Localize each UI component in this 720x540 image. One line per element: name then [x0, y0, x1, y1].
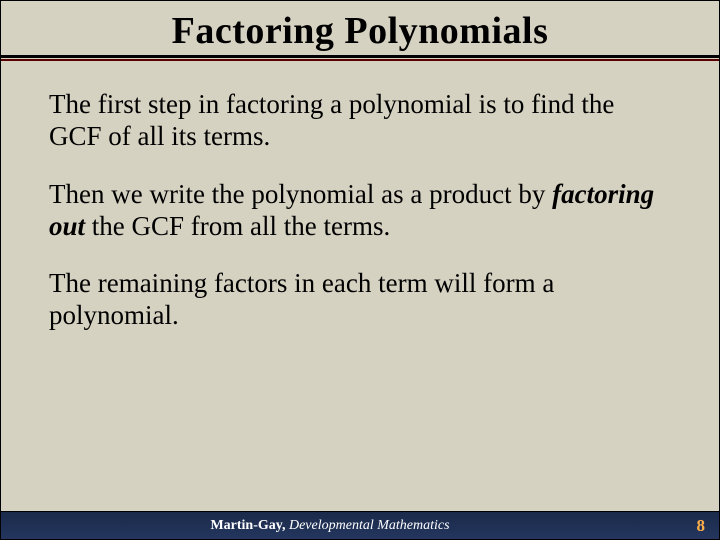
- text-run: the GCF from all the terms.: [85, 211, 390, 241]
- slide-footer: Martin-Gay, Developmental Mathematics 8: [1, 511, 719, 539]
- slide: Factoring Polynomials The first step in …: [0, 0, 720, 540]
- footer-citation: Martin-Gay, Developmental Mathematics: [1, 518, 659, 534]
- text-run: The first step in factoring a polynomial…: [49, 89, 614, 151]
- paragraph-1: The first step in factoring a polynomial…: [49, 89, 671, 153]
- paragraph-2: Then we write the polynomial as a produc…: [49, 179, 671, 243]
- page-number: 8: [659, 516, 719, 536]
- footer-author: Martin-Gay,: [210, 518, 289, 533]
- paragraph-3: The remaining factors in each term will …: [49, 268, 671, 332]
- footer-book-title: Developmental Mathematics: [289, 518, 450, 533]
- text-run: Then we write the polynomial as a produc…: [49, 179, 552, 209]
- text-run: The remaining factors in each term will …: [49, 268, 554, 330]
- slide-body: The first step in factoring a polynomial…: [1, 61, 719, 332]
- slide-title: Factoring Polynomials: [1, 1, 719, 55]
